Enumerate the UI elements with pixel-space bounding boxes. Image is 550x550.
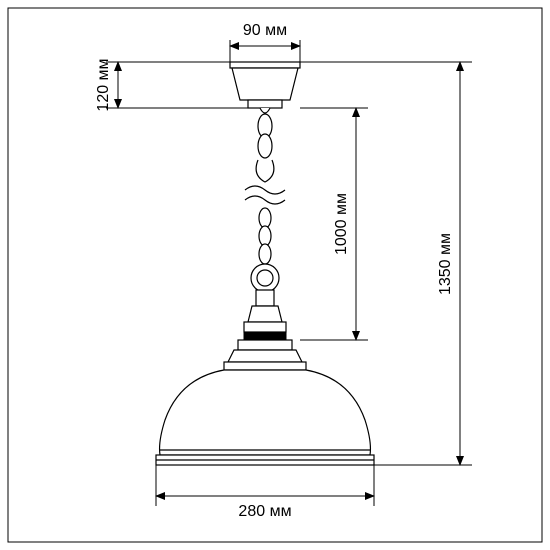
dim-canopy-width: 90 мм xyxy=(230,22,300,62)
dim-chain-length: 1000 мм xyxy=(300,108,368,340)
dim-canopy-width-label: 90 мм xyxy=(243,22,287,39)
dim-chain-length-label: 1000 мм xyxy=(333,193,350,255)
dim-canopy-height-label: 120 мм xyxy=(95,58,112,111)
dim-total-height-label: 1350 мм xyxy=(437,233,454,295)
dim-canopy-height: 120 мм xyxy=(95,58,248,111)
lamp-dimension-diagram: 90 мм 120 мм 1000 мм 1350 мм 280 мм xyxy=(0,0,550,550)
dim-shade-width-label: 280 мм xyxy=(238,503,291,520)
dim-shade-width: 280 мм xyxy=(156,465,374,520)
lamp-drawing xyxy=(156,62,374,465)
